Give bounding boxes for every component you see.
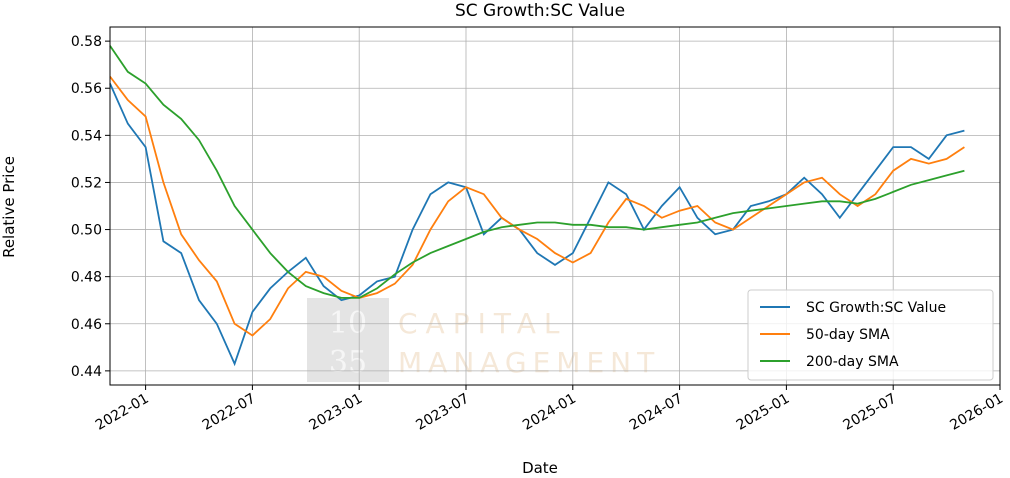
y-tick-label: 0.58	[71, 34, 102, 50]
line-series	[109, 83, 965, 367]
line-series	[109, 75, 965, 337]
legend-label: SC Growth:SC Value	[806, 300, 946, 316]
x-tick-label: 2024-01	[520, 391, 579, 434]
y-tick-label: 0.48	[71, 270, 102, 286]
x-tick-label: 2022-01	[93, 391, 152, 434]
x-tick-label: 2023-01	[307, 391, 366, 434]
y-tick-label: 0.44	[71, 364, 102, 380]
chart-title: SC Growth:SC Value	[455, 1, 625, 21]
x-axis-label: Date	[522, 459, 558, 477]
y-tick-label: 0.46	[71, 317, 102, 333]
x-tick-label: 2023-07	[413, 391, 472, 434]
line-series	[109, 45, 965, 299]
watermark-box	[307, 298, 389, 382]
x-tick-label: 2026-01	[947, 391, 1006, 434]
legend-label: 200-day SMA	[806, 354, 899, 370]
x-tick-label: 2025-01	[734, 391, 793, 434]
watermark-text: MANAGEMENT	[398, 346, 660, 379]
x-tick-label: 2025-07	[841, 391, 900, 434]
x-tick-label: 2022-07	[200, 391, 259, 434]
y-tick-label: 0.52	[71, 175, 102, 191]
legend-label: 50-day SMA	[806, 327, 890, 343]
y-axis-label: Relative Price	[0, 156, 18, 258]
legend-box	[747, 289, 994, 381]
y-tick-label: 0.56	[71, 81, 102, 97]
plot-frame	[109, 26, 1001, 386]
y-tick-label: 0.54	[71, 128, 102, 144]
watermark-text: 35	[329, 345, 367, 380]
y-tick-label: 0.50	[71, 223, 102, 239]
x-tick-label: 2024-07	[627, 391, 686, 434]
